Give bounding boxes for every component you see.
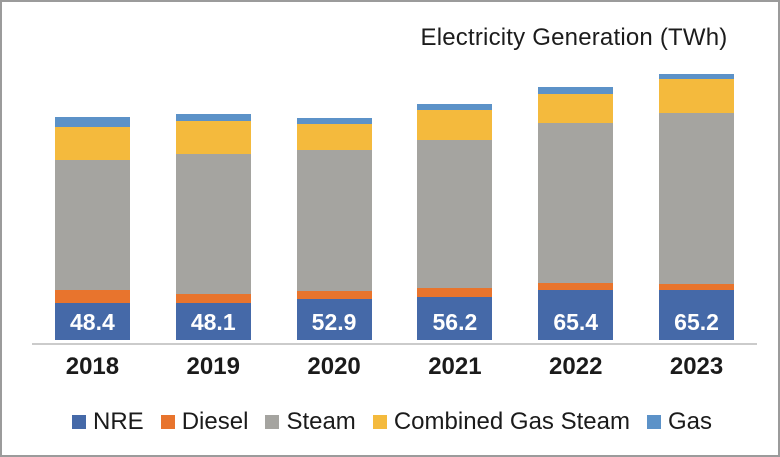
bar-value-label: 52.9: [311, 309, 357, 335]
legend-swatch-icon: [160, 415, 175, 429]
bar-segment-steam: [417, 140, 493, 289]
bar-slot-2022: 65.4: [515, 2, 636, 340]
bar-segment-steam: [175, 154, 251, 295]
legend: NRE Diesel Steam Combined Gas Steam Gas: [72, 405, 712, 439]
x-axis-line: [32, 343, 757, 345]
bar-segment-nre: 52.9: [296, 299, 372, 340]
legend-item-diesel: Diesel: [160, 408, 249, 436]
bar-segment-combined-gas-steam: [54, 127, 130, 160]
bar-slot-2021: 56.2: [394, 2, 515, 340]
bar-segment-combined-gas-steam: [417, 110, 493, 141]
bar-segment-nre: 48.1: [175, 303, 251, 340]
bar-slot-2023: 65.2: [636, 2, 757, 340]
bar-segment-nre: 56.2: [417, 296, 493, 340]
bar-slot-2019: 48.1: [153, 2, 274, 340]
bar-segment-diesel: [538, 283, 614, 290]
legend-item-gas: Gas: [646, 408, 712, 436]
legend-swatch-icon: [265, 415, 280, 429]
stacked-bar-2021: 56.2: [417, 103, 493, 340]
stacked-bar-2023: 65.2: [659, 73, 735, 340]
bar-segment-combined-gas-steam: [538, 93, 614, 124]
stacked-bar-2020: 52.9: [296, 117, 372, 340]
bar-segment-diesel: [296, 290, 372, 300]
legend-swatch-icon: [646, 415, 661, 429]
stacked-bar-2019: 48.1: [175, 114, 251, 340]
bar-value-label: 56.2: [432, 309, 478, 335]
bar-segment-diesel: [659, 283, 735, 290]
bar-segment-nre: 65.2: [659, 289, 735, 340]
bar-segment-diesel: [54, 289, 130, 303]
bar-slot-2020: 52.9: [274, 2, 395, 340]
bar-segment-gas: [417, 103, 493, 111]
chart-title: Electricity Generation (TWh): [420, 24, 728, 51]
x-axis-tick-label: 2018: [65, 353, 120, 380]
bar-segment-combined-gas-steam: [296, 123, 372, 150]
legend-label: Gas: [667, 408, 712, 435]
bar-segment-steam: [538, 123, 614, 284]
x-axis-tick-label: 2021: [428, 353, 482, 380]
x-axis-tick-label: 2022: [549, 353, 603, 380]
bar-value-label: 65.4: [553, 309, 599, 335]
bar-segment-steam: [659, 112, 735, 284]
bar-segment-steam: [54, 159, 130, 290]
legend-item-nre: NRE: [72, 408, 144, 436]
bar-segment-diesel: [417, 288, 493, 297]
legend-swatch-icon: [72, 415, 86, 429]
legend-label: Diesel: [181, 408, 249, 435]
bar-value-label: 48.1: [190, 309, 236, 335]
x-axis-tick-label: 2019: [186, 353, 240, 380]
bar-value-label: 48.4: [70, 309, 115, 335]
x-axis-tick-label: 2020: [307, 353, 361, 380]
legend-label: NRE: [93, 408, 144, 435]
bar-value-label: 65.2: [674, 309, 719, 335]
legend-label: Steam: [286, 408, 356, 435]
legend-item-combined-gas-steam: Combined Gas Steam: [372, 408, 630, 436]
plot-area: 48.4 48.1 52.9 56.2 65.4 65.2: [32, 2, 757, 340]
x-axis-labels: 2018 2019 2020 2021 2022 2023: [32, 353, 757, 381]
bar-slot-2018: 48.4: [32, 2, 153, 340]
bar-segment-combined-gas-steam: [175, 120, 251, 155]
bar-segment-nre: 48.4: [54, 302, 130, 340]
bar-segment-nre: 65.4: [538, 289, 614, 340]
bar-segment-gas: [538, 87, 614, 94]
bar-segment-gas: [175, 114, 251, 121]
stacked-bar-2018: 48.4: [54, 117, 130, 340]
bar-segment-gas: [296, 117, 372, 124]
bar-segment-combined-gas-steam: [659, 78, 735, 113]
legend-item-steam: Steam: [265, 408, 356, 436]
stacked-bar-2022: 65.4: [538, 87, 614, 340]
bar-segment-gas: [659, 73, 735, 79]
bar-segment-diesel: [175, 294, 251, 303]
legend-swatch-icon: [372, 415, 387, 429]
legend-label: Combined Gas Steam: [393, 408, 630, 435]
x-axis-tick-label: 2023: [669, 353, 724, 380]
bar-segment-steam: [296, 149, 372, 291]
bar-segment-gas: [54, 117, 130, 128]
